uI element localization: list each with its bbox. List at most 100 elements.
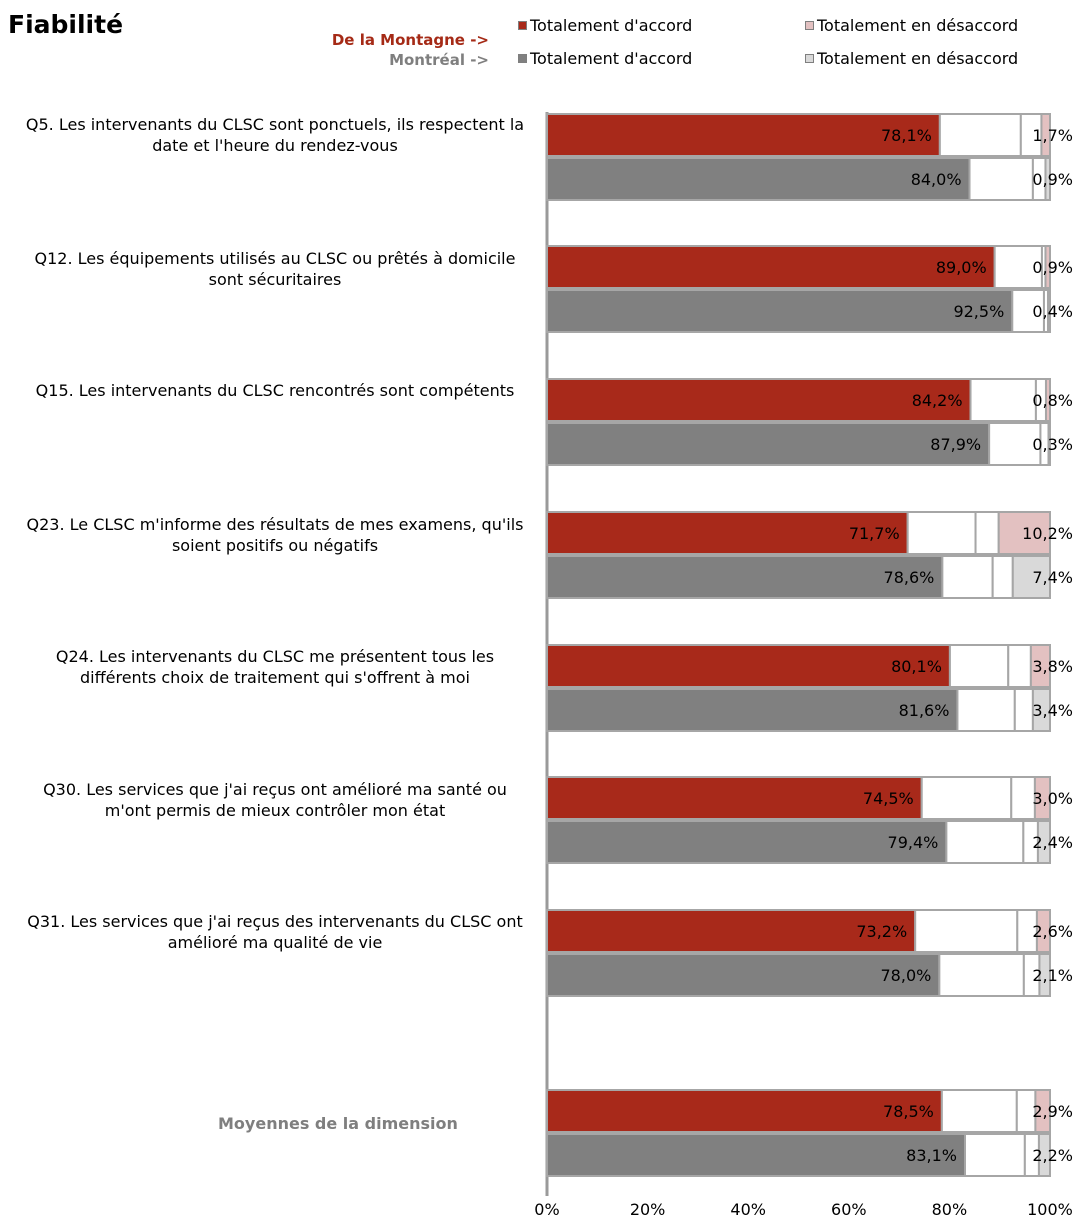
bar-neutral bbox=[906, 511, 977, 555]
bar-disagree bbox=[1044, 157, 1052, 201]
data-label-disagree: 7,4% bbox=[1032, 568, 1073, 587]
bar-agree bbox=[546, 422, 991, 466]
bar-somewhat-disagree bbox=[991, 555, 1014, 599]
data-label-disagree: 2,2% bbox=[1032, 1146, 1073, 1165]
category-label-q23: Q23. Le CLSC m'informe des résultats de … bbox=[26, 515, 524, 555]
bar-agree bbox=[546, 1089, 943, 1133]
x-tick-label: 0% bbox=[534, 1200, 560, 1219]
bar-disagree bbox=[1029, 644, 1051, 688]
bar-neutral bbox=[938, 113, 1022, 157]
bar-neutral bbox=[914, 909, 1019, 953]
legend-swatch-dlm-agree bbox=[518, 21, 527, 30]
x-tick-label: 20% bbox=[629, 1200, 666, 1219]
bar-agree bbox=[546, 688, 959, 732]
bar-neutral bbox=[963, 1133, 1026, 1177]
bar-disagree bbox=[1011, 555, 1052, 599]
legend-item-dlm-agree[interactable]: Totalement d'accord bbox=[518, 16, 692, 35]
data-label-disagree: 1,7% bbox=[1032, 126, 1073, 145]
category-label-q15: Q15. Les intervenants du CLSC rencontrés… bbox=[35, 381, 515, 400]
bar-agree bbox=[546, 289, 1014, 333]
data-label-agree: 84,0% bbox=[911, 170, 962, 189]
data-label-disagree: 2,1% bbox=[1032, 966, 1073, 985]
bar-agree bbox=[546, 909, 917, 953]
page-title: Fiabilité bbox=[8, 10, 124, 39]
data-label-disagree: 3,8% bbox=[1032, 657, 1073, 676]
bar-disagree bbox=[1046, 289, 1052, 333]
x-tick-label: 80% bbox=[931, 1200, 968, 1219]
category-label-average: Moyennes de la dimension bbox=[218, 1114, 458, 1133]
bar-agree bbox=[546, 644, 951, 688]
bar-somewhat-disagree bbox=[1013, 688, 1034, 732]
bar-disagree bbox=[1038, 953, 1052, 997]
category-label-q30: Q30. Les services que j'ai reçus ont amé… bbox=[43, 780, 507, 820]
data-label-agree: 71,7% bbox=[849, 524, 900, 543]
legend-label: Totalement en désaccord bbox=[817, 16, 1019, 35]
legend-item-mtl-disagree[interactable]: Totalement en désaccord bbox=[805, 49, 1018, 68]
bar-disagree bbox=[1040, 113, 1051, 157]
bar-disagree bbox=[1031, 688, 1051, 732]
bar-somewhat-disagree bbox=[1007, 644, 1032, 688]
bar-disagree bbox=[1035, 909, 1051, 953]
bar-agree bbox=[546, 245, 996, 289]
data-label-agree: 87,9% bbox=[930, 435, 981, 454]
data-label-disagree: 10,2% bbox=[1022, 524, 1073, 543]
legend-series-label-montreal: Montréal -> bbox=[389, 51, 489, 69]
data-label-disagree: 0,8% bbox=[1032, 391, 1073, 410]
data-label-agree: 73,2% bbox=[856, 922, 907, 941]
legend-series-label-de-la-montagne: De la Montagne -> bbox=[331, 31, 489, 49]
category-label-q24: Q24. Les intervenants du CLSC me présent… bbox=[55, 647, 495, 687]
bar-disagree bbox=[1036, 820, 1051, 864]
category-label-q12: Q12. Les équipements utilisés au CLSC ou… bbox=[34, 249, 516, 289]
data-label-disagree: 0,4% bbox=[1032, 302, 1073, 321]
bar-disagree bbox=[1034, 1089, 1051, 1133]
data-label-disagree: 2,9% bbox=[1032, 1102, 1073, 1121]
category-label-q5: Q5. Les intervenants du CLSC sont ponctu… bbox=[25, 115, 525, 155]
data-label-disagree: 0,9% bbox=[1032, 170, 1073, 189]
data-label-agree: 78,5% bbox=[883, 1102, 934, 1121]
bar-neutral bbox=[945, 820, 1025, 864]
bar-disagree bbox=[1037, 1133, 1051, 1177]
data-label-disagree: 2,4% bbox=[1032, 833, 1073, 852]
data-label-agree: 79,4% bbox=[888, 833, 939, 852]
data-label-agree: 83,1% bbox=[906, 1146, 957, 1165]
data-label-disagree: 2,6% bbox=[1032, 922, 1073, 941]
x-tick-label: 60% bbox=[831, 1200, 867, 1219]
bar-disagree bbox=[1044, 378, 1051, 422]
x-tick-label: 40% bbox=[730, 1200, 766, 1219]
x-tick-label: 100% bbox=[1027, 1200, 1073, 1219]
data-label-agree: 80,1% bbox=[891, 657, 942, 676]
data-label-agree: 78,0% bbox=[881, 966, 932, 985]
bar-agree bbox=[546, 157, 971, 201]
category-label-q31: Q31. Les services que j'ai reçus des int… bbox=[27, 912, 523, 952]
legend-swatch-mtl-disagree bbox=[805, 54, 814, 63]
bar-agree bbox=[546, 378, 972, 422]
bar-neutral bbox=[956, 688, 1016, 732]
bar-neutral bbox=[968, 157, 1034, 201]
data-label-agree: 74,5% bbox=[863, 789, 914, 808]
legend-label: Totalement d'accord bbox=[530, 16, 693, 35]
bar-disagree bbox=[1044, 245, 1052, 289]
legend-label: Totalement en désaccord bbox=[817, 49, 1019, 68]
data-label-agree: 81,6% bbox=[899, 701, 950, 720]
bar-neutral bbox=[938, 953, 1025, 997]
bar-neutral bbox=[920, 776, 1013, 820]
bar-agree bbox=[546, 1133, 966, 1177]
bar-somewhat-disagree bbox=[974, 511, 1000, 555]
bar-neutral bbox=[969, 378, 1037, 422]
data-label-agree: 84,2% bbox=[912, 391, 963, 410]
bar-neutral bbox=[941, 555, 994, 599]
data-label-agree: 92,5% bbox=[953, 302, 1004, 321]
legend-label: Totalement d'accord bbox=[530, 49, 693, 68]
data-label-disagree: 3,0% bbox=[1032, 789, 1073, 808]
data-label-disagree: 0,9% bbox=[1032, 258, 1073, 277]
legend-swatch-dlm-disagree bbox=[805, 21, 814, 30]
bar-disagree bbox=[997, 511, 1051, 555]
legend-item-mtl-agree[interactable]: Totalement d'accord bbox=[518, 49, 692, 68]
bar-neutral bbox=[988, 422, 1042, 466]
bar-agree bbox=[546, 820, 948, 864]
bar-neutral bbox=[948, 644, 1010, 688]
data-label-agree: 78,6% bbox=[884, 568, 935, 587]
legend-item-dlm-disagree[interactable]: Totalement en désaccord bbox=[805, 16, 1018, 35]
data-label-disagree: 3,4% bbox=[1032, 701, 1073, 720]
